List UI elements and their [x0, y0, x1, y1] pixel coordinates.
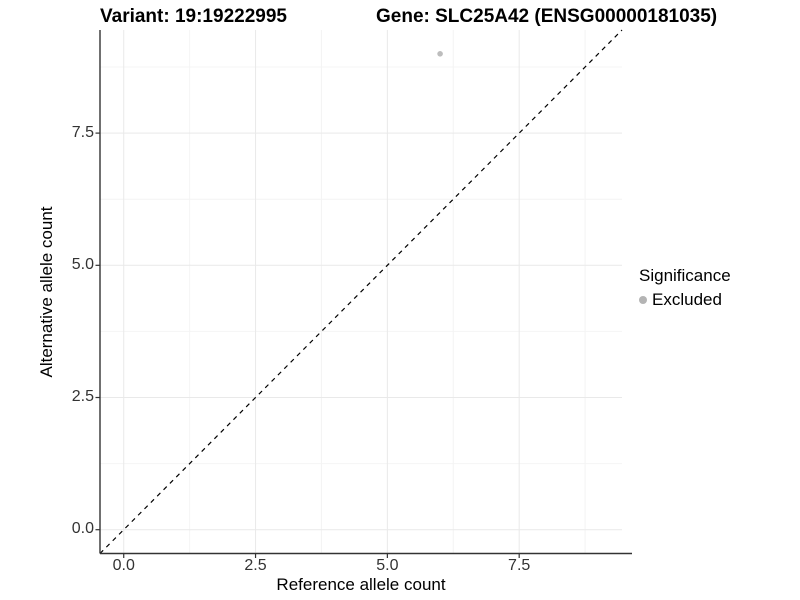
y-tick-label: 2.5	[71, 388, 94, 405]
y-tick-label: 5.0	[71, 255, 94, 273]
legend-title: Significance	[639, 266, 731, 285]
excluded-point-icon	[639, 296, 647, 304]
identity-reference-line	[99, 29, 623, 554]
y-axis-title: Alternative allele count	[37, 206, 56, 378]
variant-title: Variant: 19:19222995	[100, 6, 287, 27]
gene-title: Gene: SLC25A42 (ENSG00000181035)	[376, 6, 718, 27]
x-tick-label: 2.5	[244, 557, 267, 574]
x-tick-label: 7.5	[508, 557, 531, 574]
data-point	[437, 50, 443, 57]
x-axis-title: Reference allele count	[276, 575, 446, 594]
legend-entry-label: Excluded	[652, 290, 722, 309]
x-tick-label: 5.0	[376, 557, 399, 574]
legend-entry-excluded: Excluded	[639, 290, 731, 310]
legend: Significance Excluded	[639, 266, 731, 310]
y-tick-label: 7.5	[71, 123, 94, 141]
x-tick-label: 0.0	[112, 557, 135, 574]
y-tick-label: 0.0	[71, 520, 94, 538]
